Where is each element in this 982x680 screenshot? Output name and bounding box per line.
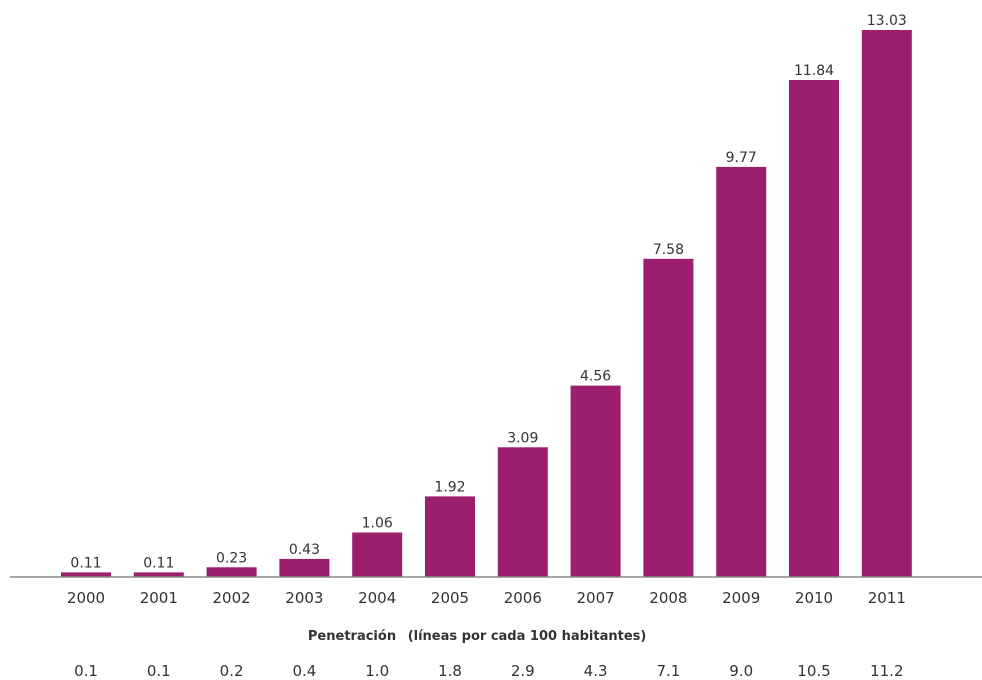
bar-2008 (643, 258, 694, 577)
penetration-value-2001: 0.1 (147, 662, 171, 680)
penetration-value-2004: 1.0 (365, 662, 389, 680)
x-tick-label-2007: 2007 (577, 589, 615, 607)
penetration-value-2009: 9.0 (729, 662, 753, 680)
penetration-value-2005: 1.8 (438, 662, 462, 680)
bar-2010 (789, 80, 839, 577)
penetration-value-2007: 4.3 (584, 662, 608, 680)
value-label-2000: 0.11 (70, 555, 101, 571)
x-tick-label-2000: 2000 (67, 589, 105, 607)
value-label-2002: 0.23 (216, 550, 247, 566)
penetration-value-2010: 10.5 (797, 662, 830, 680)
x-tick-label-2010: 2010 (795, 589, 833, 607)
penetration-title: Penetración (308, 629, 396, 644)
x-tick-label-2004: 2004 (358, 589, 396, 607)
x-tick-label-2011: 2011 (868, 589, 906, 607)
value-label-2008: 7.58 (653, 242, 684, 258)
penetration-value-2003: 0.4 (292, 662, 316, 680)
value-label-2009: 9.77 (726, 150, 757, 166)
penetration-value-2006: 2.9 (511, 662, 535, 680)
bar-2003 (279, 558, 330, 577)
penetration-value-2008: 7.1 (656, 662, 680, 680)
bar-2007 (570, 385, 621, 577)
penetration-value-2000: 0.1 (74, 662, 98, 680)
bar-2011 (861, 30, 912, 577)
value-label-2003: 0.43 (289, 542, 320, 558)
bar-2009 (716, 166, 767, 577)
penetration-value-2002: 0.2 (220, 662, 244, 680)
penetration-values-group: 0.1 0.1 0.2 0.4 1.0 1.8 2.9 4.3 7.1 9.0 10.5 11.2 (74, 662, 903, 680)
penetration-subtitle: (líneas por cada 100 habitantes) (408, 629, 647, 644)
x-tick-label-2009: 2009 (722, 589, 760, 607)
value-label-2007: 4.56 (580, 369, 611, 385)
x-tick-label-2005: 2005 (431, 589, 469, 607)
x-tick-label-2008: 2008 (649, 589, 687, 607)
bar-2006 (497, 447, 548, 577)
value-labels-group: 0.11 0.11 0.23 0.43 1.06 1.92 3.09 4.56 7.58 9.77… (70, 13, 906, 571)
x-tick-label-2003: 2003 (285, 589, 323, 607)
value-label-2011: 13.03 (867, 13, 907, 29)
value-label-2006: 3.09 (507, 430, 538, 446)
bar-2002 (206, 567, 257, 577)
value-label-2004: 1.06 (362, 516, 393, 532)
x-tick-label-2001: 2001 (140, 589, 178, 607)
bar-2004 (352, 532, 403, 577)
bar-2005 (425, 496, 475, 577)
x-tick-label-2002: 2002 (213, 589, 251, 607)
value-label-2001: 0.11 (143, 555, 174, 571)
x-tick-labels-group: 2000 2001 2002 2003 2004 2005 2006 2007 2008 2009… (67, 589, 906, 607)
penetration-value-2011: 11.2 (870, 662, 903, 680)
bar-2000 (61, 572, 111, 577)
value-label-2010: 11.84 (794, 63, 834, 79)
value-label-2005: 1.92 (434, 479, 465, 495)
bar-2001 (133, 572, 184, 577)
bars-group (61, 30, 912, 577)
x-tick-label-2006: 2006 (504, 589, 542, 607)
